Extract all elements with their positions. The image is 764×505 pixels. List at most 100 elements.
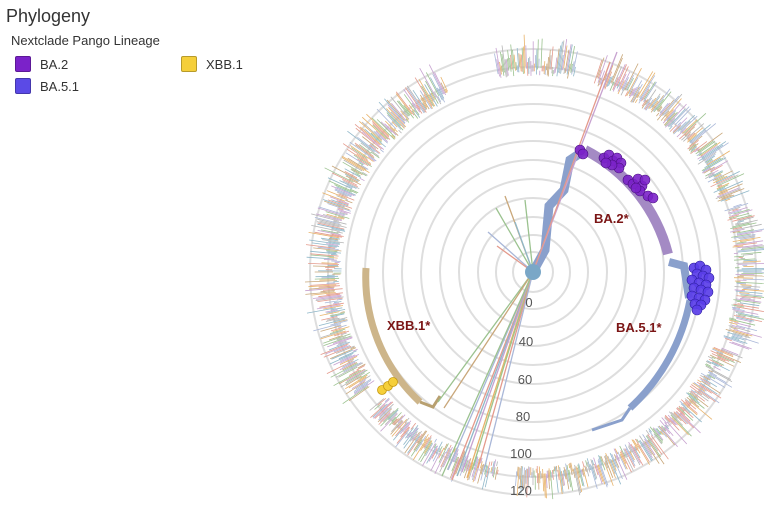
leaf-branch	[411, 433, 418, 441]
leaf-branch	[516, 467, 520, 497]
leaf-branch	[689, 385, 703, 396]
root-node[interactable]	[525, 264, 541, 280]
leaf-branch	[614, 458, 620, 468]
leaf-branch	[378, 407, 392, 421]
leaf-branch	[390, 111, 406, 128]
leaf-branch	[310, 253, 339, 257]
leaf-branch	[434, 438, 437, 443]
leaf-branch	[333, 354, 356, 366]
leaf-branch	[433, 443, 437, 449]
ba51-tip-cluster[interactable]	[686, 260, 715, 316]
leaf-branch	[338, 207, 344, 211]
leaf-branch	[407, 435, 421, 454]
leaf-branch	[666, 421, 688, 445]
ba2-tip-cluster[interactable]	[574, 144, 659, 204]
leaf-branch	[540, 38, 543, 68]
leaf-branch	[558, 41, 563, 73]
leaf-branch	[649, 93, 661, 110]
leaf-branch	[705, 361, 712, 365]
leaf-branch	[669, 417, 676, 426]
leaf-branch	[655, 428, 661, 435]
leaf-branch	[734, 286, 752, 289]
leaf-branch	[578, 463, 585, 487]
leaf-branch	[317, 222, 345, 230]
leaf-branch	[305, 287, 334, 292]
leaf-branch	[319, 311, 340, 316]
leaf-branch	[420, 97, 428, 108]
legend-item-ba2[interactable]: BA.2	[15, 56, 68, 72]
leaf-branch	[730, 336, 740, 340]
leaf-branch	[656, 428, 662, 435]
leaf-branch	[429, 94, 434, 102]
leaf-branch	[309, 239, 340, 245]
leaf-branch	[322, 192, 346, 202]
leaf-branch	[398, 129, 402, 134]
leaf-branch	[327, 177, 353, 190]
axis-tick-100: 100	[510, 446, 532, 461]
leaf-branch	[604, 462, 614, 487]
leaf-branch	[697, 390, 710, 400]
leaf-branch	[351, 379, 367, 390]
legend-item-ba51[interactable]: BA.5.1	[15, 78, 79, 94]
leaf-branch	[491, 461, 495, 474]
leaf-branch	[689, 390, 699, 399]
leaf-branch	[337, 208, 351, 214]
leaf-branch	[349, 141, 377, 162]
leaf-branch	[431, 448, 438, 459]
leaf-branch	[342, 385, 369, 405]
leaf-branch	[323, 345, 352, 358]
leaf-branch	[418, 440, 432, 461]
leaf-branch	[465, 459, 470, 471]
leaf-branch	[454, 453, 459, 462]
leaf-branch	[546, 470, 548, 479]
leaf-branch	[656, 99, 675, 121]
leaf-branch	[332, 336, 353, 344]
leaf-branch	[317, 246, 339, 250]
leaf-branch	[641, 98, 649, 109]
legend-item-xbb1[interactable]: XBB.1	[181, 56, 243, 72]
leaf-branch	[718, 183, 743, 195]
leaf-branch	[705, 159, 714, 165]
leaf-branch	[731, 341, 752, 350]
leaf-branch	[739, 302, 760, 307]
leaf-branch	[690, 145, 697, 151]
leaf-branch	[329, 257, 338, 259]
leaf-branch	[377, 408, 393, 423]
leaf-branch	[710, 160, 729, 171]
leaf-branch	[680, 403, 702, 423]
leaf-branch	[413, 430, 428, 451]
leaf-branch	[392, 421, 409, 441]
leaf-branch	[739, 297, 755, 301]
leaf-branch	[711, 356, 716, 360]
leaf-branch	[643, 97, 653, 110]
xbb1-tip-cluster[interactable]	[377, 377, 398, 395]
leaf-branch	[664, 422, 669, 427]
leaf-branch	[737, 244, 763, 249]
leaf-branch	[729, 341, 750, 350]
leaf-branch	[348, 178, 362, 186]
leaf-branch	[676, 407, 686, 415]
leaf-branch	[698, 142, 718, 157]
leaf-branch	[338, 216, 345, 219]
leaf-branch	[404, 423, 411, 431]
leaf-branch	[737, 303, 744, 305]
leaf-branch	[343, 159, 363, 172]
ba2-stem	[529, 146, 588, 275]
leaf-branch	[434, 451, 446, 474]
leaf-branch	[700, 141, 721, 157]
leaf-branch	[729, 319, 739, 323]
leaf-branch	[707, 356, 713, 359]
divergence-ring	[345, 84, 721, 460]
leaf-branch	[558, 465, 563, 495]
leaf-branch	[708, 169, 719, 177]
leaf-branch	[500, 51, 505, 76]
leaf-branch	[610, 54, 624, 83]
leaf-branch	[658, 425, 675, 446]
leaf-branch	[716, 354, 735, 363]
leaf-branch	[624, 444, 635, 463]
leaf-branch	[563, 470, 565, 477]
leaf-branch	[697, 151, 717, 165]
leaf-branch	[500, 65, 503, 72]
leaf-branch	[562, 473, 565, 486]
